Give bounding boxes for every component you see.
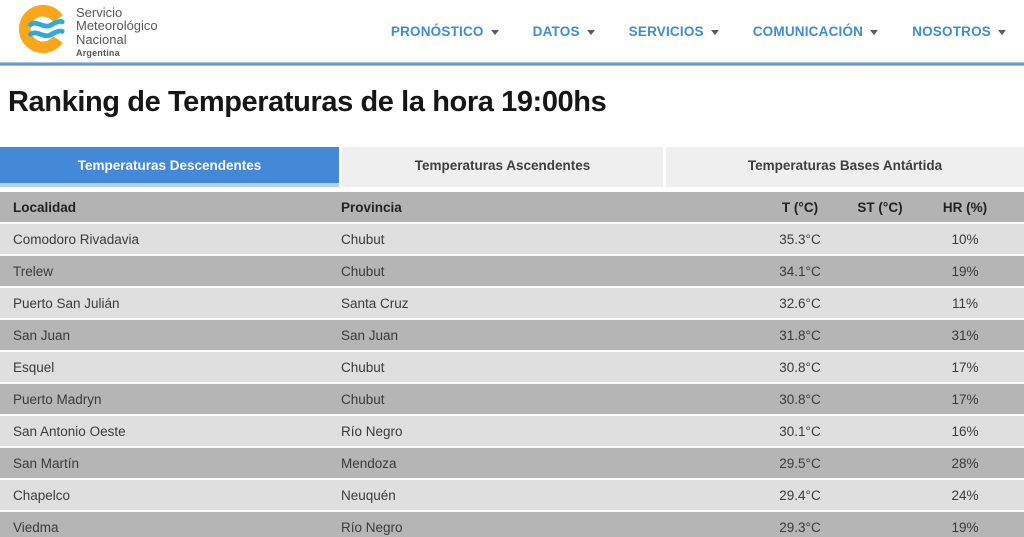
nav-item-nosotros[interactable]: NOSOTROS — [912, 24, 1006, 39]
col-header-localidad: Localidad — [13, 199, 77, 215]
page-title: Ranking de Temperaturas de la hora 19:00… — [8, 86, 607, 118]
temperature-ranking-table: Localidad Provincia T (°C) ST (°C) HR (%… — [0, 192, 1024, 537]
logo-country: Argentina — [76, 48, 120, 58]
table-row: Puerto San Julián Santa Cruz 32.6°C 11% — [0, 288, 1024, 320]
cell-humedad: 16% — [951, 423, 979, 439]
cell-provincia: Chubut — [341, 359, 385, 375]
nav-label: SERVICIOS — [628, 23, 704, 39]
cell-temperature: 31.8°C — [779, 327, 821, 343]
table-row: Esquel Chubut 30.8°C 17% — [0, 352, 1024, 384]
cell-temperature: 30.8°C — [779, 391, 821, 407]
cell-provincia: Río Negro — [341, 519, 403, 535]
nav-label: DATOS — [532, 23, 580, 39]
table-row: Puerto Madryn Chubut 30.8°C 17% — [0, 384, 1024, 416]
col-header-provincia: Provincia — [341, 199, 402, 215]
table-row: Chapelco Neuquén 29.4°C 24% — [0, 480, 1024, 512]
cell-temperature: 29.5°C — [779, 455, 821, 471]
cell-humedad: 10% — [951, 231, 979, 247]
cell-provincia: San Juan — [341, 327, 399, 343]
tab-temperaturas-descendentes[interactable]: Temperaturas Descendentes — [0, 147, 339, 187]
cell-provincia: Mendoza — [341, 455, 397, 471]
cell-temperature: 29.4°C — [779, 487, 821, 503]
table-row: Comodoro Rivadavia Chubut 35.3°C 10% — [0, 224, 1024, 256]
logo-line: Servicio — [76, 4, 123, 20]
cell-humedad: 19% — [951, 263, 979, 279]
chevron-down-icon — [490, 29, 499, 35]
logo-line: Meteorológico — [76, 18, 158, 33]
smn-logo-icon — [19, 4, 65, 53]
cell-humedad: 17% — [951, 359, 979, 375]
logo-text: Servicio Meteorológico Nacional Argentin… — [76, 2, 158, 61]
table-row: San Antonio Oeste Río Negro 30.1°C 16% — [0, 416, 1024, 448]
cell-humedad: 19% — [951, 519, 979, 535]
nav-label: PRONÓSTICO — [390, 23, 484, 39]
col-header-hr: HR (%) — [942, 199, 988, 215]
smn-logo[interactable]: Servicio Meteorológico Nacional Argentin… — [18, 2, 158, 61]
chevron-down-icon — [586, 29, 595, 35]
tab-temperaturas-ascendentes[interactable]: Temperaturas Ascendentes — [342, 147, 663, 187]
cell-humedad: 31% — [951, 327, 979, 343]
chevron-down-icon — [998, 29, 1006, 35]
col-header-st: ST (°C) — [857, 199, 903, 215]
nav-label: COMUNICACIÓN — [752, 23, 864, 39]
nav-item-comunicacion[interactable]: COMUNICACIÓN — [752, 23, 879, 39]
table-row: Trelew Chubut 34.1°C 19% — [0, 256, 1024, 288]
tab-temperaturas-bases-antartida[interactable]: Temperaturas Bases Antártida — [666, 147, 1024, 187]
cell-localidad: Puerto Madryn — [13, 391, 102, 407]
cell-localidad: Comodoro Rivadavia — [13, 231, 140, 247]
table-row: San Martín Mendoza 29.5°C 28% — [0, 448, 1024, 480]
table-row: Viedma Río Negro 29.3°C 19% — [0, 512, 1024, 537]
cell-provincia: Río Negro — [341, 423, 403, 439]
cell-localidad: San Martín — [13, 455, 80, 471]
nav-item-pronostico[interactable]: PRONÓSTICO — [391, 24, 499, 39]
cell-temperature: 30.1°C — [779, 423, 821, 439]
cell-provincia: Neuquén — [341, 487, 396, 503]
cell-provincia: Chubut — [341, 391, 385, 407]
cell-temperature: 35.3°C — [779, 231, 821, 247]
nav-item-servicios[interactable]: SERVICIOS — [629, 24, 719, 39]
site-header: Servicio Meteorológico Nacional Argentin… — [0, 0, 1024, 62]
cell-provincia: Chubut — [341, 263, 385, 279]
cell-provincia: Chubut — [341, 231, 385, 247]
cell-localidad: Viedma — [13, 519, 59, 535]
cell-humedad: 24% — [951, 487, 979, 503]
cell-humedad: 28% — [951, 455, 979, 471]
table-row: San Juan San Juan 31.8°C 31% — [0, 320, 1024, 352]
logo-line: Nacional — [76, 31, 127, 47]
chevron-down-icon — [710, 29, 719, 35]
tab-bar: Temperaturas Descendentes Temperaturas A… — [0, 147, 1024, 187]
nav-label: NOSOTROS — [912, 23, 991, 39]
nav-item-datos[interactable]: DATOS — [533, 24, 595, 39]
cell-provincia: Santa Cruz — [341, 295, 409, 311]
chevron-down-icon — [870, 29, 879, 35]
cell-temperature: 30.8°C — [779, 359, 821, 375]
cell-localidad: San Antonio Oeste — [13, 423, 126, 439]
cell-localidad: Chapelco — [13, 487, 71, 503]
cell-temperature: 32.6°C — [779, 295, 821, 311]
main-nav: PRONÓSTICO DATOS SERVICIOS COMUNICACIÓN … — [391, 24, 1010, 39]
cell-localidad: Esquel — [13, 359, 55, 375]
header-divider — [0, 62, 1024, 66]
table-header-row: Localidad Provincia T (°C) ST (°C) HR (%… — [0, 192, 1024, 224]
cell-humedad: 17% — [951, 391, 979, 407]
cell-humedad: 11% — [951, 295, 979, 311]
cell-localidad: Puerto San Julián — [13, 295, 120, 311]
cell-localidad: San Juan — [13, 327, 71, 343]
cell-temperature: 29.3°C — [779, 519, 821, 535]
col-header-t: T (°C) — [781, 199, 819, 215]
cell-temperature: 34.1°C — [779, 263, 821, 279]
cell-localidad: Trelew — [13, 263, 54, 279]
